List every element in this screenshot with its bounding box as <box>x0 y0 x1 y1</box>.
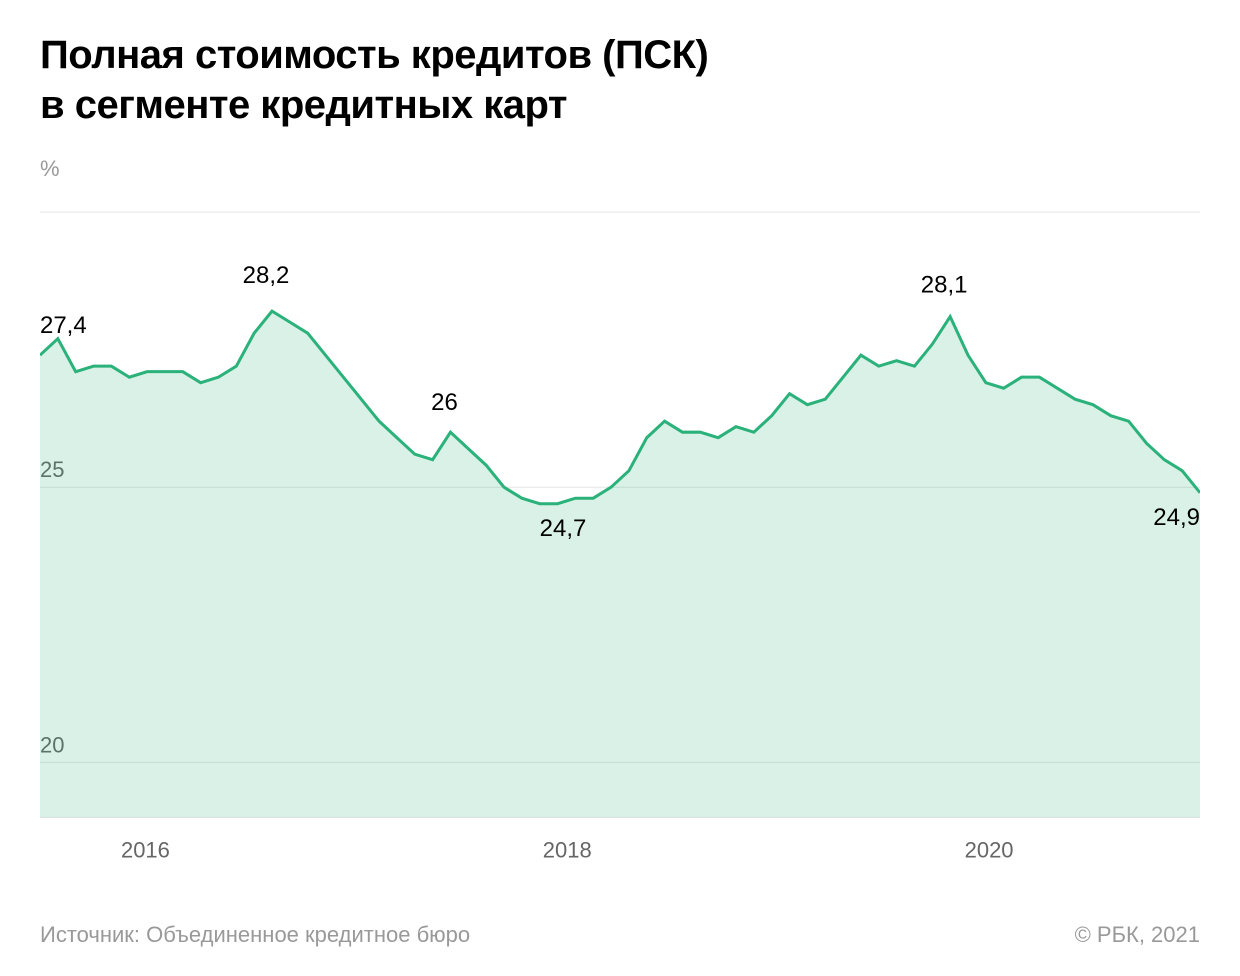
svg-text:24,7: 24,7 <box>540 515 587 542</box>
svg-text:2018: 2018 <box>543 838 592 863</box>
svg-text:28,2: 28,2 <box>243 262 290 289</box>
svg-text:27,4: 27,4 <box>40 312 87 339</box>
y-axis-unit: % <box>40 156 1200 182</box>
chart-plot-area: 202520162018202027,428,22624,728,124,9 <box>40 202 1200 888</box>
title-line-2: в сегменте кредитных карт <box>40 83 567 127</box>
svg-text:2016: 2016 <box>121 838 170 863</box>
svg-text:26: 26 <box>431 389 458 416</box>
svg-text:28,1: 28,1 <box>921 271 968 298</box>
copyright-label: © РБК, 2021 <box>1075 922 1200 948</box>
chart-footer: Источник: Объединенное кредитное бюро © … <box>40 898 1200 976</box>
svg-text:24,9: 24,9 <box>1153 504 1200 531</box>
source-label: Источник: Объединенное кредитное бюро <box>40 922 470 948</box>
chart-container: Полная стоимость кредитов (ПСК) в сегмен… <box>0 0 1240 976</box>
chart-title: Полная стоимость кредитов (ПСК) в сегмен… <box>40 30 1200 130</box>
chart-svg: 202520162018202027,428,22624,728,124,9 <box>40 202 1200 888</box>
svg-text:2020: 2020 <box>965 838 1014 863</box>
title-line-1: Полная стоимость кредитов (ПСК) <box>40 33 708 77</box>
